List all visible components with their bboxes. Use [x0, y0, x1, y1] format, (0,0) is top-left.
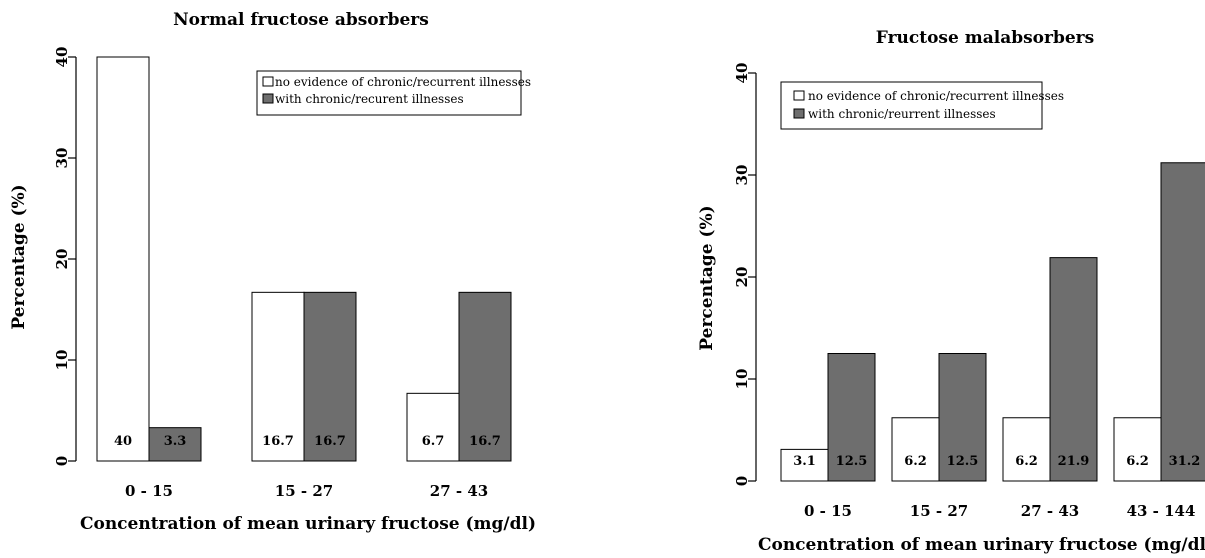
- y-tick-label: 30: [53, 148, 71, 169]
- bar-with-illness: [938, 353, 987, 482]
- data-label: 16.7: [262, 434, 294, 449]
- y-tick-label: 0: [733, 476, 751, 486]
- data-label: 3.3: [164, 434, 187, 449]
- bar-no-evidence: [406, 392, 460, 462]
- legend: no evidence of chronic/recurrent illness…: [780, 81, 1064, 130]
- bar-with-illness: [148, 427, 202, 462]
- y-axis-label: Percentage (%): [9, 184, 29, 329]
- chart-2: Fructose malabsorbers 0 10 20 30 40 Percentage…: [697, 28, 1205, 555]
- data-label: 6.2: [1126, 454, 1149, 469]
- x-axis-label: Concentration of mean urinary fructose (…: [80, 514, 536, 534]
- bar-no-evidence: [1113, 417, 1162, 482]
- y-tick-label: 10: [53, 350, 71, 371]
- chart-title: Normal fructose absorbers: [173, 10, 429, 30]
- y-tick-label: 30: [733, 165, 751, 186]
- data-label: 31.2: [1169, 454, 1201, 469]
- y-tick-label: 20: [53, 249, 71, 270]
- x-tick-label: 43 - 144: [1127, 502, 1196, 520]
- data-label: 16.7: [314, 434, 346, 449]
- bar-with-illness: [827, 353, 876, 482]
- bar-with-illness: [303, 291, 357, 462]
- legend-entry: with chronic/reurrent illnesses: [808, 107, 996, 121]
- bar-with-illness: [458, 291, 512, 462]
- data-label: 6.2: [1015, 454, 1038, 469]
- data-label: 21.9: [1058, 454, 1090, 469]
- bar-no-evidence: [780, 448, 829, 482]
- y-tick-label: 10: [733, 369, 751, 390]
- data-label: 12.5: [836, 454, 868, 469]
- bar-with-illness: [1049, 257, 1098, 482]
- legend: no evidence of chronic/recurrent illness…: [256, 70, 531, 116]
- legend-entry: no evidence of chronic/recurrent illness…: [275, 75, 531, 89]
- legend-box: [780, 81, 1043, 130]
- legend-box: [256, 70, 522, 116]
- bar-no-evidence: [891, 417, 940, 482]
- data-label: 16.7: [469, 434, 501, 449]
- x-tick-label: 0 - 15: [804, 502, 852, 520]
- chart-title: Fructose malabsorbers: [876, 28, 1094, 48]
- legend-entry: no evidence of chronic/recurrent illness…: [808, 89, 1064, 103]
- bar-no-evidence: [96, 56, 150, 462]
- x-tick-label: 15 - 27: [275, 482, 333, 500]
- x-tick-label: 27 - 43: [1021, 502, 1079, 520]
- y-tick-label: 0: [53, 456, 71, 466]
- data-label: 6.2: [904, 454, 927, 469]
- bar-with-illness: [1160, 162, 1205, 482]
- x-tick-label: 15 - 27: [910, 502, 968, 520]
- y-tick-label: 40: [733, 63, 751, 84]
- data-label: 3.1: [793, 454, 816, 469]
- legend-swatch: [793, 90, 805, 101]
- x-tick-label: 0 - 15: [125, 482, 173, 500]
- y-axis-label: Percentage (%): [697, 205, 717, 350]
- legend-entry: with chronic/recurent illnesses: [275, 92, 464, 106]
- legend-swatch: [262, 76, 274, 87]
- x-axis-label: Concentration of mean urinary fructose (…: [758, 535, 1205, 555]
- data-label: 40: [114, 434, 132, 449]
- data-label: 6.7: [422, 434, 445, 449]
- data-label: 12.5: [947, 454, 979, 469]
- chart-1: Normal fructose absorbers 0 10 20 30 40 Percen…: [9, 10, 536, 534]
- y-tick-label: 20: [733, 267, 751, 288]
- y-tick-label: 40: [53, 47, 71, 68]
- legend-swatch: [262, 93, 274, 104]
- bar-no-evidence: [1002, 417, 1051, 482]
- legend-swatch: [793, 108, 805, 119]
- x-tick-label: 27 - 43: [430, 482, 488, 500]
